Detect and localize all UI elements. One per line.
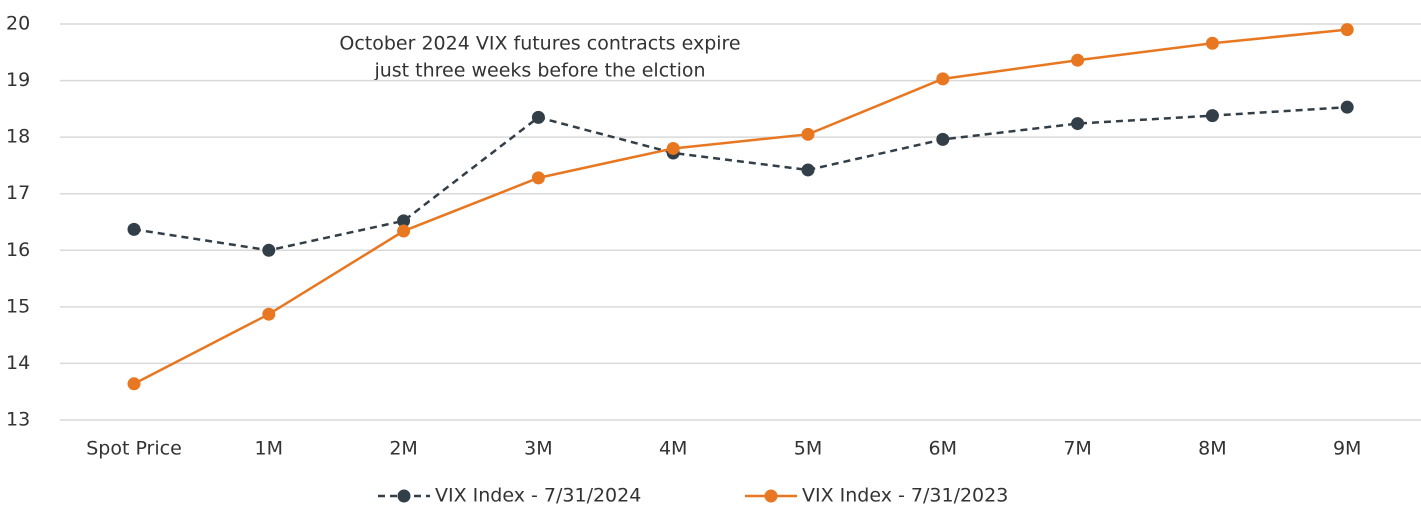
point	[262, 243, 276, 257]
point	[666, 141, 680, 155]
point	[397, 214, 411, 228]
y-tick-label: 15	[6, 295, 30, 317]
point	[397, 224, 411, 238]
point	[127, 222, 141, 236]
point	[531, 171, 545, 185]
x-tick-label: Spot Price	[86, 438, 182, 460]
x-tick-label: 2M	[389, 438, 417, 460]
point	[936, 72, 950, 86]
y-tick-label: 14	[6, 352, 30, 374]
legend-label: VIX Index - 7/31/2023	[802, 485, 1008, 507]
y-tick-label: 16	[6, 239, 30, 261]
x-tick-label: 5M	[794, 438, 822, 460]
annotation: October 2024 VIX futures contracts expir…	[339, 33, 740, 55]
x-tick-label: 7M	[1063, 438, 1091, 460]
point	[1071, 117, 1085, 131]
point	[801, 163, 815, 177]
x-tick-label: 6M	[929, 438, 957, 460]
annotation: just three weeks before the elction	[373, 60, 705, 82]
x-tick-label: 9M	[1333, 438, 1361, 460]
point	[262, 307, 276, 321]
y-tick-label: 13	[6, 409, 30, 431]
point	[531, 110, 545, 124]
point	[1340, 100, 1354, 114]
x-tick-label: 1M	[255, 438, 283, 460]
y-tick-label: 18	[6, 126, 30, 148]
x-tick-label: 8M	[1198, 438, 1226, 460]
point	[1205, 36, 1219, 50]
x-tick-label: 3M	[524, 438, 552, 460]
legend-label: VIX Index - 7/31/2024	[435, 485, 641, 507]
point	[127, 377, 141, 391]
series-line	[133, 28, 1348, 385]
legend-marker	[397, 489, 411, 503]
point	[1205, 109, 1219, 123]
x-tick-label: 4M	[659, 438, 687, 460]
point	[1071, 53, 1085, 67]
point	[801, 127, 815, 141]
point	[1340, 23, 1354, 37]
y-tick-label: 17	[6, 182, 30, 204]
y-tick-label: 20	[6, 13, 30, 35]
y-tick-label: 19	[6, 69, 30, 91]
series-line	[133, 105, 1348, 252]
point	[936, 132, 950, 146]
legend-marker	[764, 489, 778, 503]
